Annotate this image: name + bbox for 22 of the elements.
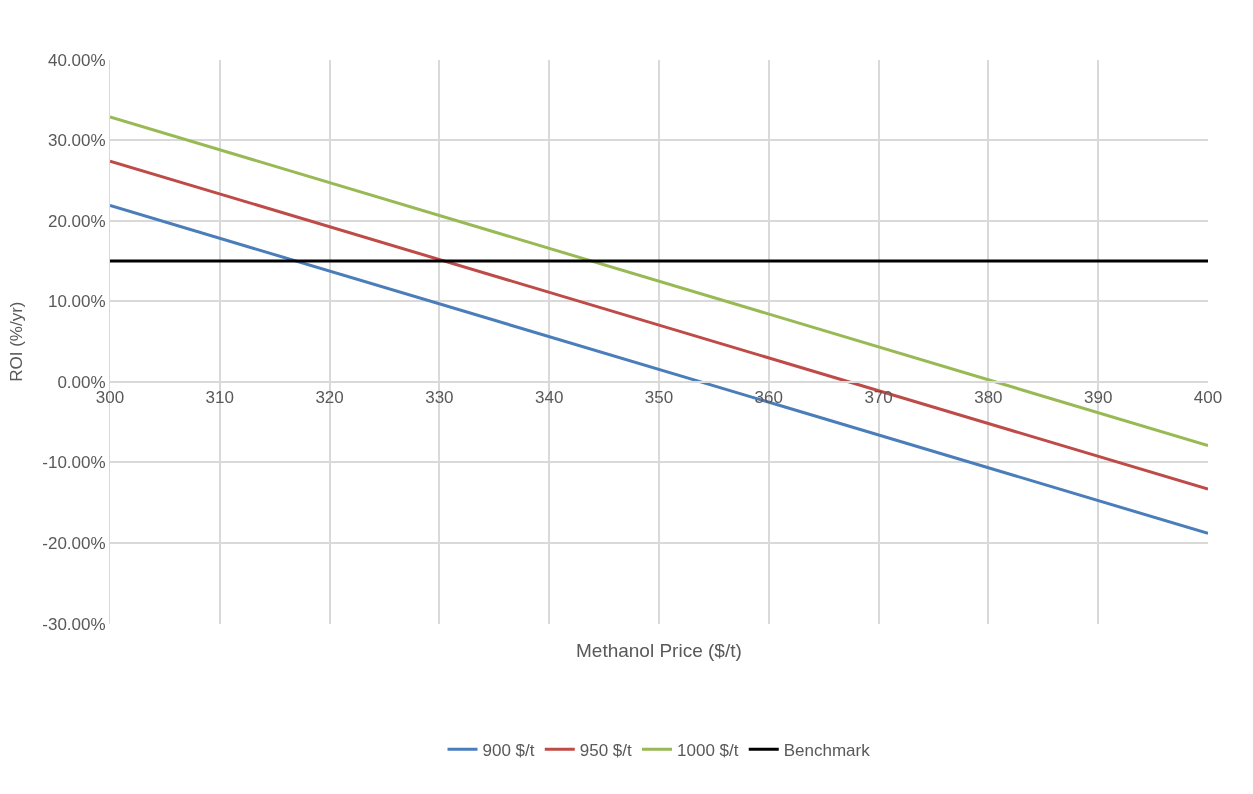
y-tick-label: 30.00% [47, 131, 106, 151]
x-axis-title: Methanol Price ($/t) [576, 640, 742, 661]
x-tick-label: 380 [974, 388, 1003, 408]
legend-label: Benchmark [783, 740, 871, 760]
x-tick-label: 390 [1084, 388, 1113, 408]
y-tick-label: 20.00% [47, 211, 106, 231]
y-tick-label: 10.00% [47, 292, 106, 312]
x-tick-label: 350 [644, 388, 674, 408]
legend-label: 900 $/t [482, 740, 535, 760]
y-tick-label: -10.00% [42, 453, 106, 473]
x-tick-label: 340 [535, 388, 564, 408]
y-tick-label: -20.00% [42, 533, 106, 553]
y-tick-label: -30.00% [42, 614, 106, 634]
y-tick-label: 40.00% [47, 50, 106, 70]
x-tick-label: 330 [425, 388, 454, 408]
x-tick-label: 320 [315, 388, 344, 408]
legend-label: 950 $/t [579, 740, 633, 760]
x-tick-label: 310 [205, 388, 234, 408]
x-tick-label: 400 [1193, 388, 1223, 408]
x-tick-label: 370 [864, 388, 893, 408]
y-axis-title: ROI (%/yr) [6, 301, 26, 382]
legend-label: 1000 $/t [677, 740, 739, 760]
